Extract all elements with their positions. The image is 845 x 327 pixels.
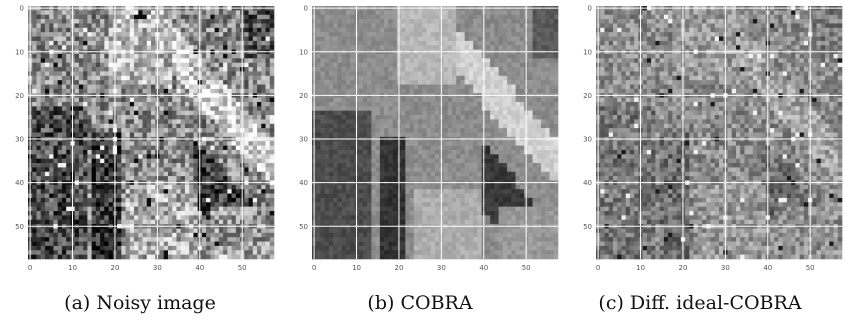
y-tick-label: 30 xyxy=(299,136,308,144)
y-tick-label: 40 xyxy=(299,179,308,187)
y-tick-label: 0 xyxy=(588,5,592,13)
y-tick-label: 20 xyxy=(583,92,592,100)
y-tick-label: 10 xyxy=(15,48,24,56)
x-tick-label: 0 xyxy=(312,264,316,272)
y-tick-label: 30 xyxy=(583,136,592,144)
y-tick-label: 40 xyxy=(583,179,592,187)
y-tick-label: 0 xyxy=(20,5,24,13)
y-tick-label: 50 xyxy=(583,223,592,231)
y-tick-label: 30 xyxy=(15,136,24,144)
panel-cobra: 0 10 20 30 40 50 0 10 20 30 40 50 xyxy=(299,5,559,272)
caption-noisy: (a) Noisy image xyxy=(64,292,216,314)
x-tick-label: 0 xyxy=(596,264,600,272)
x-tick-label: 40 xyxy=(763,264,772,272)
x-tick-label: 40 xyxy=(479,264,488,272)
x-tick-label: 30 xyxy=(153,264,162,272)
x-tick-label: 0 xyxy=(28,264,32,272)
caption-diff: (c) Diff. ideal-COBRA xyxy=(598,292,801,314)
x-tick-label: 50 xyxy=(522,264,531,272)
y-tick-label: 10 xyxy=(583,48,592,56)
x-tick-label: 50 xyxy=(806,264,815,272)
x-tick-label: 20 xyxy=(110,264,119,272)
panel-noisy: 0 10 20 30 40 50 0 10 20 30 40 50 xyxy=(15,5,275,272)
x-tick-label: 10 xyxy=(68,264,77,272)
x-tick-label: 20 xyxy=(394,264,403,272)
caption-cobra: (b) COBRA xyxy=(367,292,472,314)
y-tick-label: 20 xyxy=(15,92,24,100)
x-tick-label: 10 xyxy=(636,264,645,272)
y-tick-label: 50 xyxy=(299,223,308,231)
x-tick-label: 30 xyxy=(437,264,446,272)
x-tick-label: 30 xyxy=(721,264,730,272)
x-tick-label: 20 xyxy=(678,264,687,272)
y-tick-label: 50 xyxy=(15,223,24,231)
x-tick-label: 10 xyxy=(352,264,361,272)
x-tick-label: 50 xyxy=(238,264,247,272)
y-tick-label: 10 xyxy=(299,48,308,56)
panel-diff: 0 10 20 30 40 50 0 10 20 30 40 50 xyxy=(583,5,843,272)
y-tick-label: 40 xyxy=(15,179,24,187)
x-tick-label: 40 xyxy=(195,264,204,272)
y-tick-label: 0 xyxy=(304,5,308,13)
y-tick-label: 20 xyxy=(299,92,308,100)
